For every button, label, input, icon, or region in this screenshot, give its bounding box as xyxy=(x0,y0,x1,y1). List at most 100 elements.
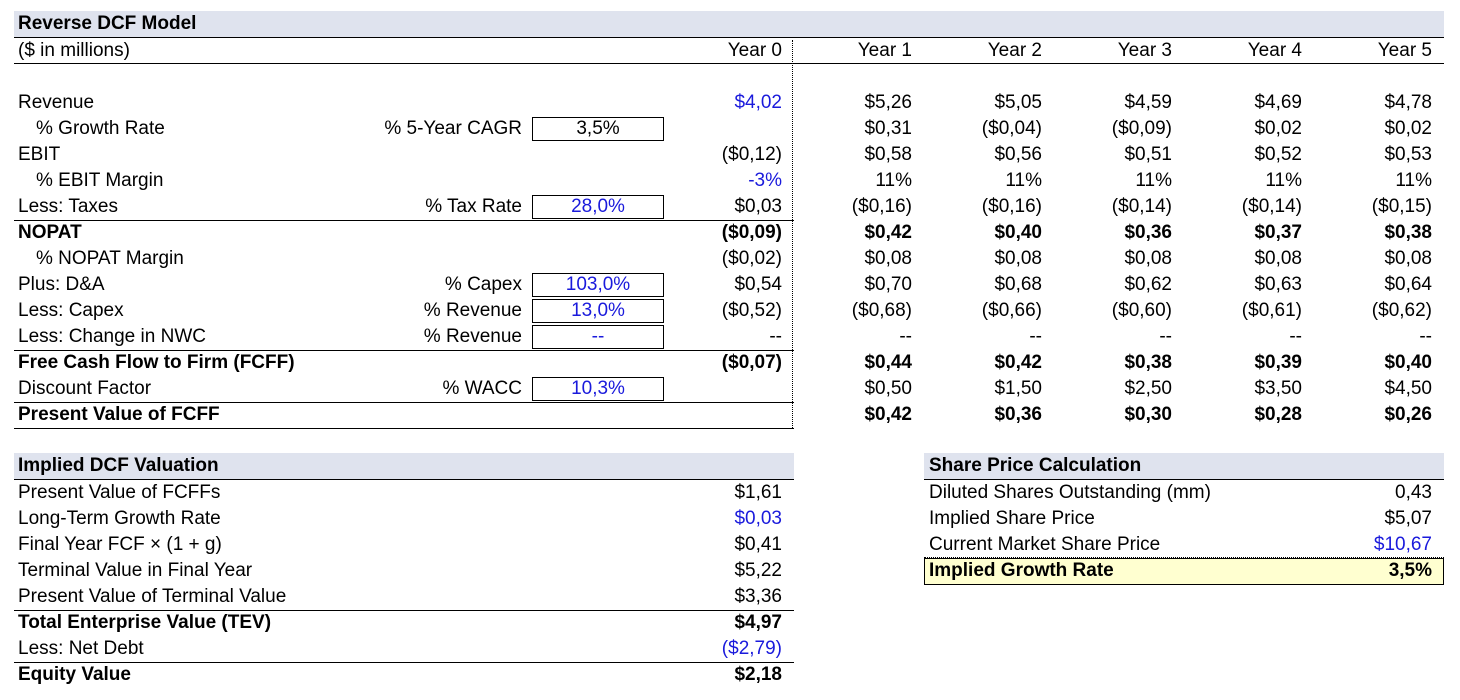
cell-value: $0,50 xyxy=(864,378,912,399)
year-header-5: Year 5 xyxy=(1377,40,1432,61)
valuation-value: ($2,79) xyxy=(721,638,782,659)
valuation-value: $0,41 xyxy=(734,534,782,555)
cell-value: $1,50 xyxy=(994,378,1042,399)
cell-value: $0,40 xyxy=(1384,352,1432,373)
assumption-input[interactable]: -- xyxy=(532,325,664,349)
valuation-label: Present Value of FCFFs xyxy=(18,482,221,503)
row-label: Less: Change in NWC xyxy=(18,326,206,347)
cell-value: $0,54 xyxy=(734,274,782,295)
cell-value: -- xyxy=(769,326,782,347)
cell-value: $0,52 xyxy=(1254,144,1302,165)
cell-value: $3,50 xyxy=(1254,378,1302,399)
cell-value: $4,69 xyxy=(1254,92,1302,113)
year-header-3: Year 3 xyxy=(1117,40,1172,61)
row-label: Plus: D&A xyxy=(18,274,105,295)
year0-separator xyxy=(792,40,793,428)
cell-value: $0,68 xyxy=(994,274,1042,295)
row-label: Revenue xyxy=(18,92,95,113)
cell-value: $0,58 xyxy=(864,144,912,165)
valuation-value: $4,97 xyxy=(734,612,782,633)
units-label: ($ in millions) xyxy=(18,40,130,61)
cell-value: $0,39 xyxy=(1254,352,1302,373)
header-divider xyxy=(14,37,1444,38)
assumption-input[interactable]: 13,0% xyxy=(532,299,664,323)
valuation-value: $0,03 xyxy=(734,508,782,529)
row-label: % Growth Rate xyxy=(36,118,165,139)
valuation-divider xyxy=(14,610,794,611)
cell-value: ($0,52) xyxy=(721,300,782,321)
cell-value: $0,08 xyxy=(864,248,912,269)
valuation-label: Final Year FCF × (1 + g) xyxy=(18,534,222,555)
cell-value: 11% xyxy=(875,170,912,191)
cell-value: $2,50 xyxy=(1124,378,1172,399)
assumption-input[interactable]: 103,0% xyxy=(532,273,664,297)
share-price-value: 0,43 xyxy=(1395,482,1432,503)
cell-value: $5,26 xyxy=(864,92,912,113)
valuation-value: $5,22 xyxy=(734,560,782,581)
share-price-value: $10,67 xyxy=(1373,534,1432,555)
cell-value: $0,53 xyxy=(1384,144,1432,165)
valuation-label: Total Enterprise Value (TEV) xyxy=(18,612,272,633)
share-price-label: Implied Growth Rate xyxy=(929,560,1114,581)
cell-value: $0,02 xyxy=(1384,118,1432,139)
cell-value: ($0,04) xyxy=(981,118,1042,139)
cell-value: ($0,15) xyxy=(1371,196,1432,217)
cell-value: $0,51 xyxy=(1124,144,1172,165)
valuation-label: Long-Term Growth Rate xyxy=(18,508,221,529)
cell-value: $0,26 xyxy=(1384,404,1432,425)
year-header-0: Year 0 xyxy=(727,40,782,61)
cell-value: 11% xyxy=(1135,170,1172,191)
cell-value: -3% xyxy=(748,170,782,191)
cell-value: 11% xyxy=(1265,170,1302,191)
cell-value: $0,42 xyxy=(994,352,1042,373)
cell-value: -- xyxy=(1289,326,1302,347)
cell-value: $4,78 xyxy=(1384,92,1432,113)
cell-value: $0,08 xyxy=(1124,248,1172,269)
row-label: Less: Capex xyxy=(18,300,124,321)
cell-value: ($0,09) xyxy=(721,222,782,243)
share-price-value: $5,07 xyxy=(1384,508,1432,529)
model-header-band xyxy=(14,11,1444,37)
row-label: Less: Taxes xyxy=(18,196,118,217)
valuation-value: $1,61 xyxy=(734,482,782,503)
row-divider xyxy=(14,220,794,221)
cell-value: $0,03 xyxy=(734,196,782,217)
cell-value: 11% xyxy=(1005,170,1042,191)
assumption-input[interactable]: 10,3% xyxy=(532,377,664,401)
valuation-label: Less: Net Debt xyxy=(18,638,144,659)
share-price-value: 3,5% xyxy=(1388,560,1432,581)
cell-value: $0,62 xyxy=(1124,274,1172,295)
cell-value: ($0,09) xyxy=(1111,118,1172,139)
cell-value: $0,42 xyxy=(864,404,912,425)
assumption-input[interactable]: 28,0% xyxy=(532,195,664,219)
row-divider xyxy=(14,428,794,429)
row-label: NOPAT xyxy=(18,222,82,243)
valuation-divider xyxy=(14,662,794,663)
assumption-input[interactable]: 3,5% xyxy=(532,117,664,141)
cell-value: -- xyxy=(899,326,912,347)
share-price-title: Share Price Calculation xyxy=(929,455,1142,476)
cell-value: $0,64 xyxy=(1384,274,1432,295)
cell-value: ($0,62) xyxy=(1371,300,1432,321)
input-label: % 5-Year CAGR xyxy=(384,118,522,139)
cell-value: $0,42 xyxy=(864,222,912,243)
cell-value: $0,08 xyxy=(994,248,1042,269)
cell-value: $0,31 xyxy=(864,118,912,139)
cell-value: $5,05 xyxy=(994,92,1042,113)
share-price-label: Implied Share Price xyxy=(929,508,1095,529)
cell-value: $4,50 xyxy=(1384,378,1432,399)
row-label: % NOPAT Margin xyxy=(36,248,184,269)
valuation-header-band xyxy=(14,453,794,479)
cell-value: $0,08 xyxy=(1254,248,1302,269)
row-divider xyxy=(14,402,794,403)
cell-value: $0,36 xyxy=(994,404,1042,425)
valuation-label: Terminal Value in Final Year xyxy=(18,560,253,581)
share-price-label: Current Market Share Price xyxy=(929,534,1161,555)
cell-value: $4,59 xyxy=(1124,92,1172,113)
cell-value: $0,40 xyxy=(994,222,1042,243)
cell-value: ($0,16) xyxy=(981,196,1042,217)
input-label: % WACC xyxy=(442,378,522,399)
cell-value: ($0,66) xyxy=(981,300,1042,321)
valuation-header-divider xyxy=(14,479,794,480)
cell-value: ($0,07) xyxy=(721,352,782,373)
